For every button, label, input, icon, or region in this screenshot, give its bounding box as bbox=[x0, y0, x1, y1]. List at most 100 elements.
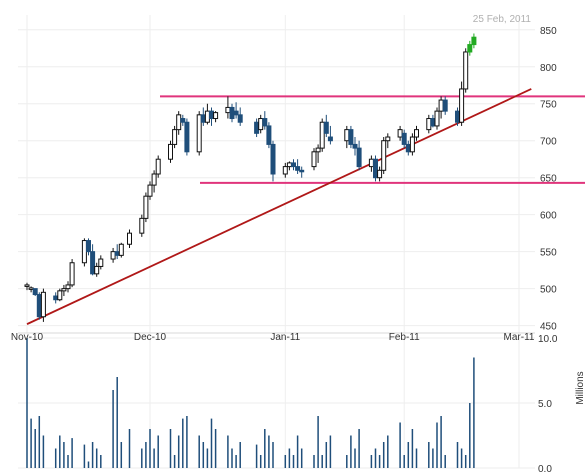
candle-body bbox=[377, 169, 383, 179]
candle-body bbox=[463, 51, 469, 90]
candle-body bbox=[184, 121, 190, 153]
candle bbox=[434, 107, 440, 130]
candle bbox=[90, 244, 96, 276]
volume-bars bbox=[26, 338, 475, 468]
candle-body bbox=[348, 129, 354, 145]
candle bbox=[471, 33, 477, 49]
volume-bar bbox=[91, 442, 94, 468]
candle bbox=[327, 125, 333, 145]
price-tick-label: 700 bbox=[540, 137, 557, 148]
candle bbox=[286, 161, 292, 171]
price-tick-label: 800 bbox=[540, 63, 557, 74]
candle-body bbox=[356, 147, 362, 168]
candle-body bbox=[344, 129, 350, 142]
date-stamp: 25 Feb, 2011 bbox=[473, 14, 532, 25]
volume-bar bbox=[141, 448, 143, 468]
candle-body bbox=[147, 184, 153, 197]
candle-body bbox=[94, 265, 100, 275]
volume-bar bbox=[169, 429, 172, 468]
volume-bar bbox=[214, 429, 217, 468]
candle-body bbox=[86, 240, 91, 253]
candle-body bbox=[459, 88, 465, 123]
volume-axis-title: Millions bbox=[575, 371, 585, 404]
candle-body bbox=[53, 295, 59, 301]
candle-body bbox=[434, 110, 440, 127]
candle bbox=[98, 255, 104, 270]
price-axis: 850 800 750 700 650 600 550 500 450 bbox=[540, 26, 557, 333]
candle-body bbox=[327, 136, 333, 142]
candle-body bbox=[225, 106, 231, 114]
volume-bar bbox=[317, 416, 319, 468]
volume-bar bbox=[34, 429, 36, 468]
uptrend-line bbox=[26, 88, 532, 325]
candle bbox=[65, 281, 71, 293]
candle bbox=[184, 118, 190, 156]
candlestick-series bbox=[24, 33, 477, 322]
candle-body bbox=[467, 44, 473, 53]
candle bbox=[266, 122, 272, 149]
candle bbox=[368, 155, 374, 172]
candle-body bbox=[209, 110, 214, 120]
candle-body bbox=[282, 166, 288, 175]
candle bbox=[237, 107, 243, 126]
candle bbox=[381, 137, 387, 174]
candle-body bbox=[319, 121, 325, 149]
candle-body bbox=[401, 132, 407, 145]
candle-body bbox=[266, 125, 272, 145]
candle bbox=[254, 118, 260, 138]
volume-bar bbox=[382, 442, 385, 468]
volume-bar bbox=[239, 442, 241, 468]
horizontal-levels bbox=[160, 95, 585, 184]
candle-body bbox=[426, 118, 432, 131]
candle bbox=[319, 118, 325, 152]
candle-body bbox=[262, 118, 268, 127]
candle bbox=[155, 155, 161, 178]
candle-body bbox=[270, 143, 276, 175]
volume-bar bbox=[329, 435, 332, 468]
price-tick-label: 550 bbox=[540, 248, 557, 259]
candle-body bbox=[385, 136, 391, 142]
date-tick-label: Jan-11 bbox=[270, 332, 300, 343]
candle bbox=[459, 81, 465, 126]
volume-bar bbox=[436, 422, 438, 468]
candle bbox=[200, 107, 206, 126]
candle-body bbox=[155, 158, 161, 175]
price-tick-label: 600 bbox=[540, 211, 557, 222]
candle-body bbox=[299, 169, 305, 173]
date-tick-label: Mar-11 bbox=[504, 332, 535, 343]
candle-body bbox=[254, 121, 260, 134]
candle-body bbox=[81, 240, 87, 264]
volume-bar bbox=[42, 435, 45, 468]
candle-body bbox=[139, 217, 145, 234]
volume-tick-label: 0.0 bbox=[538, 464, 552, 475]
volume-bar bbox=[227, 435, 229, 468]
volume-bar bbox=[149, 429, 151, 468]
volume-bar bbox=[54, 448, 57, 468]
candle bbox=[86, 238, 91, 256]
volume-bar bbox=[300, 448, 303, 468]
volume-tick-label: 10.0 bbox=[538, 334, 558, 345]
price-tick-label: 850 bbox=[540, 26, 557, 37]
candle bbox=[438, 96, 444, 119]
candle bbox=[204, 103, 210, 125]
volume-bar bbox=[272, 442, 274, 468]
volume-bar bbox=[296, 435, 299, 468]
volume-bar bbox=[120, 442, 123, 468]
volume-bar bbox=[202, 442, 205, 468]
volume-bar bbox=[325, 442, 328, 468]
volume-bar bbox=[182, 418, 184, 468]
candle-body bbox=[237, 114, 243, 123]
candle bbox=[463, 48, 469, 93]
volume-bar bbox=[157, 435, 159, 468]
candle-body bbox=[233, 110, 239, 116]
candle bbox=[118, 242, 124, 258]
date-axis: Nov-10 Dec-10 Jan-11 Feb-11 Mar-11 bbox=[11, 332, 535, 343]
candle bbox=[233, 102, 239, 119]
candle-body bbox=[40, 291, 46, 318]
candle bbox=[295, 159, 301, 174]
candle bbox=[229, 103, 235, 123]
candle bbox=[40, 288, 46, 322]
candle bbox=[311, 148, 317, 171]
candle bbox=[426, 114, 432, 134]
